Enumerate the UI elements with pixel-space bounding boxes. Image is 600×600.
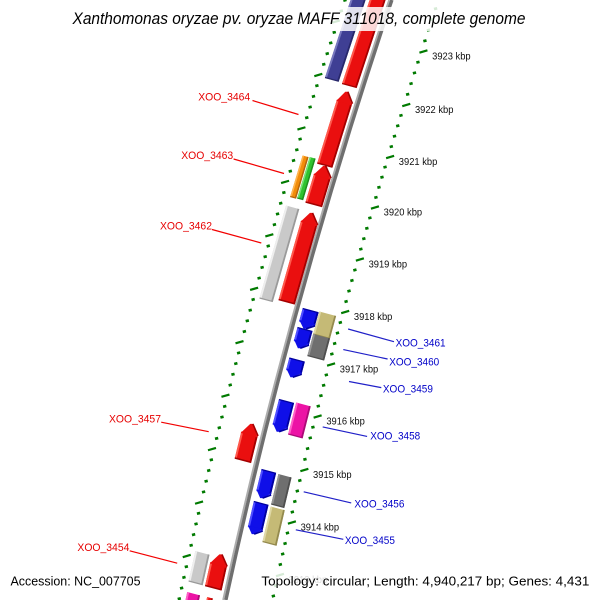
svg-text:3923 kbp: 3923 kbp bbox=[432, 52, 471, 63]
svg-text:3922 kbp: 3922 kbp bbox=[415, 105, 454, 116]
svg-text:XOO_3462: XOO_3462 bbox=[160, 221, 212, 233]
svg-text:3919 kbp: 3919 kbp bbox=[369, 260, 408, 271]
svg-text:XOO_3459: XOO_3459 bbox=[383, 383, 433, 395]
svg-text:3920 kbp: 3920 kbp bbox=[384, 208, 423, 219]
svg-text:XOO_3464: XOO_3464 bbox=[198, 92, 250, 104]
svg-text:XOO_3457: XOO_3457 bbox=[109, 413, 161, 425]
svg-text:3915 kbp: 3915 kbp bbox=[313, 470, 352, 481]
svg-text:XOO_3463: XOO_3463 bbox=[181, 150, 233, 162]
svg-text:Xanthomonas oryzae pv. oryzae: Xanthomonas oryzae pv. oryzae MAFF 31101… bbox=[72, 10, 526, 28]
svg-text:3921 kbp: 3921 kbp bbox=[399, 157, 438, 168]
svg-text:XOO_3458: XOO_3458 bbox=[370, 431, 420, 443]
svg-text:Accession: NC_007705: Accession: NC_007705 bbox=[11, 575, 141, 589]
svg-text:XOO_3460: XOO_3460 bbox=[389, 356, 439, 368]
svg-text:3917 kbp: 3917 kbp bbox=[340, 365, 379, 376]
svg-text:XOO_3456: XOO_3456 bbox=[354, 499, 404, 511]
svg-text:3918 kbp: 3918 kbp bbox=[354, 312, 393, 323]
svg-text:3916 kbp: 3916 kbp bbox=[326, 417, 365, 428]
svg-text:XOO_3461: XOO_3461 bbox=[396, 337, 446, 349]
svg-text:XOO_3455: XOO_3455 bbox=[345, 535, 395, 547]
svg-text:Topology: circular; Length: 4,: Topology: circular; Length: 4,940,217 bp… bbox=[261, 575, 589, 589]
svg-text:XOO_3454: XOO_3454 bbox=[77, 542, 129, 554]
svg-text:3914 kbp: 3914 kbp bbox=[301, 523, 340, 534]
